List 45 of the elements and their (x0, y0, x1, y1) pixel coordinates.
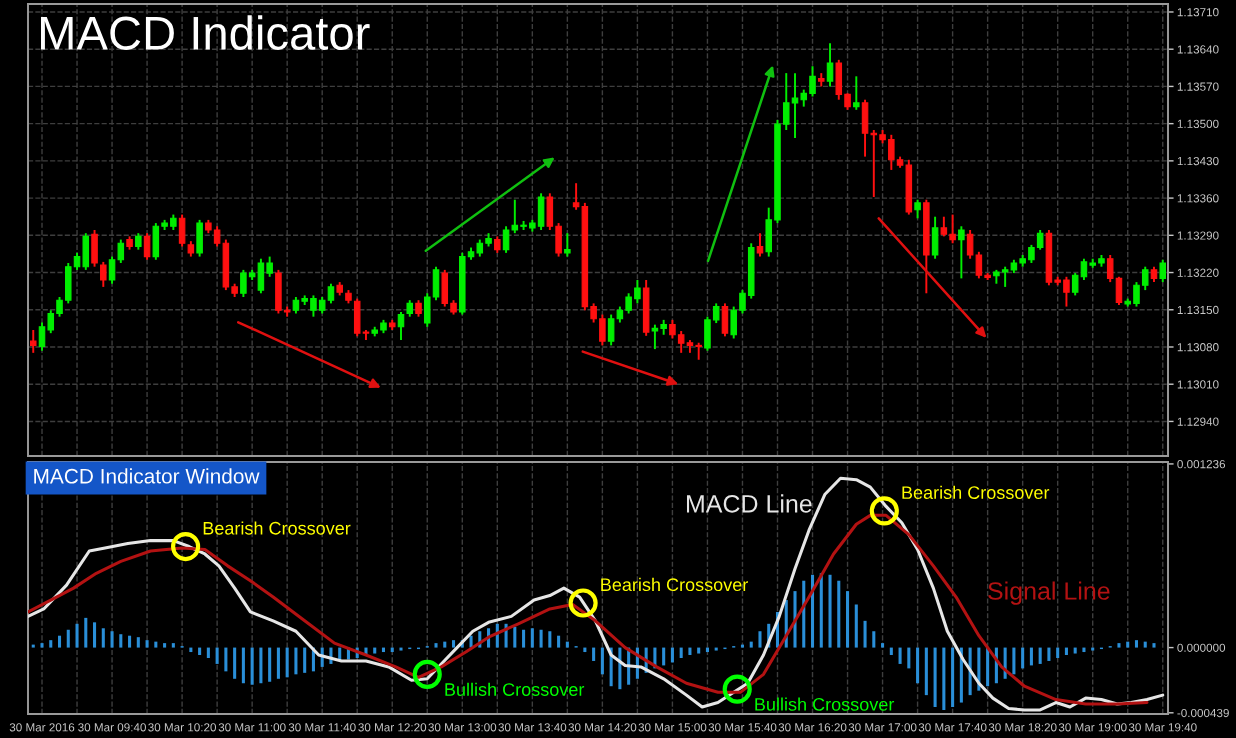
candlestick (100, 260, 107, 288)
candlestick (82, 232, 90, 271)
candlestick (642, 279, 650, 337)
annotation: Bullish Crossover (755, 697, 895, 711)
chart-title: MACD Indicator Window (34, 468, 260, 484)
candlestick (143, 232, 151, 261)
candlestick (721, 302, 729, 338)
candlestick (791, 72, 799, 139)
candlestick (826, 42, 834, 88)
candlestick (91, 229, 98, 268)
candlestick (152, 222, 160, 261)
candlestick (397, 310, 405, 342)
candlestick (677, 330, 685, 354)
candlestick (29, 329, 37, 354)
candlestick (853, 75, 860, 111)
candlestick (353, 297, 361, 338)
candlestick (502, 225, 510, 254)
series-label: Signal Line (988, 581, 1110, 605)
candlestick (257, 257, 265, 295)
candlestick (835, 58, 843, 101)
candlestick (931, 215, 939, 260)
candlestick (695, 341, 702, 361)
series-label: MACD Line (686, 494, 812, 513)
candlestick (940, 215, 948, 238)
candlestick (327, 282, 335, 305)
candlestick (196, 218, 203, 258)
candlestick (905, 158, 913, 216)
candlestick (178, 213, 186, 248)
candlestick (651, 323, 659, 351)
candlestick (756, 232, 764, 258)
annotation: Bearish Crossover (601, 577, 748, 592)
candlestick (607, 313, 615, 347)
candlestick (537, 192, 545, 231)
candlestick (861, 98, 869, 158)
candlestick (1001, 265, 1009, 288)
candlestick (38, 321, 46, 352)
chart-title: MACD Indicator (40, 15, 370, 50)
candlestick (1159, 258, 1167, 284)
annotation: Bearish Crossover (902, 485, 1050, 499)
candlestick (958, 225, 965, 280)
candlestick (441, 268, 449, 308)
annotation: Bearish Crossover (203, 521, 351, 535)
candlestick (564, 232, 571, 258)
annotation: Bullish Crossover (445, 682, 585, 696)
candlestick (914, 198, 921, 220)
